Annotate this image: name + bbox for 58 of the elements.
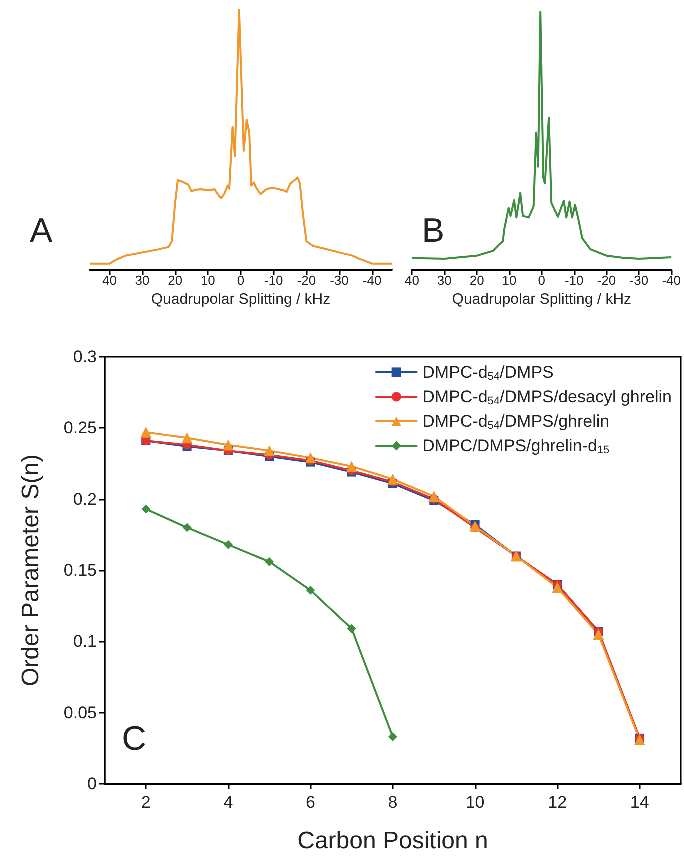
x-tick-label: -30 (630, 273, 649, 288)
x-tick-label: 2 (141, 793, 151, 812)
y-tick-label: 0.2 (73, 490, 97, 509)
point (224, 540, 233, 550)
point (388, 474, 398, 485)
x-tick-label: 30 (437, 273, 452, 288)
y-tick-label: 0.1 (73, 632, 97, 652)
x-tick-label: 4 (224, 793, 234, 812)
point (593, 629, 604, 640)
x-tick-label: 14 (630, 793, 650, 812)
point (634, 734, 646, 746)
x-tick-label: -10 (564, 273, 584, 288)
x-tick-label: 40 (102, 273, 117, 288)
x-tick-label: 0 (237, 273, 245, 288)
point (265, 557, 274, 566)
point (552, 582, 564, 594)
x-axis-title: Quadrupolar Splitting / kHz (151, 291, 331, 308)
point (182, 432, 193, 444)
point (305, 452, 316, 464)
x-tick-label: 12 (548, 793, 568, 812)
x-tick-label: 0 (538, 273, 546, 288)
point (306, 586, 316, 595)
x-tick-label: 20 (470, 273, 484, 288)
point (388, 732, 398, 742)
point (428, 490, 440, 502)
y-tick-label: 0.25 (64, 418, 97, 438)
y-tick-label: 0 (88, 774, 97, 794)
x-tick-label: 10 (466, 793, 485, 812)
x-tick-label: -10 (264, 273, 284, 288)
y-tick-label: 0.15 (64, 561, 97, 580)
x-tick-label: 10 (200, 273, 216, 288)
y-axis-title: Order Parameter S(n) (18, 454, 44, 687)
y-tick-label: 0.05 (64, 703, 97, 722)
y-tick-label: 0.3 (73, 348, 97, 366)
x-tick-label: 30 (135, 273, 150, 288)
x-tick-label: 20 (168, 273, 183, 288)
point (264, 445, 276, 456)
x-axis-title: Carbon Position n (298, 828, 488, 854)
x-tick-label: 6 (306, 793, 316, 812)
x-tick-label: -40 (362, 273, 382, 288)
x-tick-label: -40 (662, 273, 682, 288)
x-tick-label: 8 (388, 793, 398, 812)
point (346, 461, 358, 472)
x-tick-label: 10 (502, 273, 517, 288)
x-tick-label: -20 (597, 273, 616, 288)
x-tick-label: -30 (330, 273, 349, 288)
point (347, 624, 356, 634)
point (142, 504, 151, 514)
text: A (30, 212, 53, 250)
annotation: C (122, 720, 147, 758)
x-tick-label: 40 (404, 273, 420, 288)
annotation: B (422, 212, 445, 250)
point (182, 523, 192, 532)
x-axis-title: Quadrupolar Splitting / kHz (452, 291, 632, 308)
point (470, 520, 481, 532)
x-tick-label: -20 (297, 273, 316, 288)
point (222, 440, 234, 451)
point (140, 426, 152, 438)
